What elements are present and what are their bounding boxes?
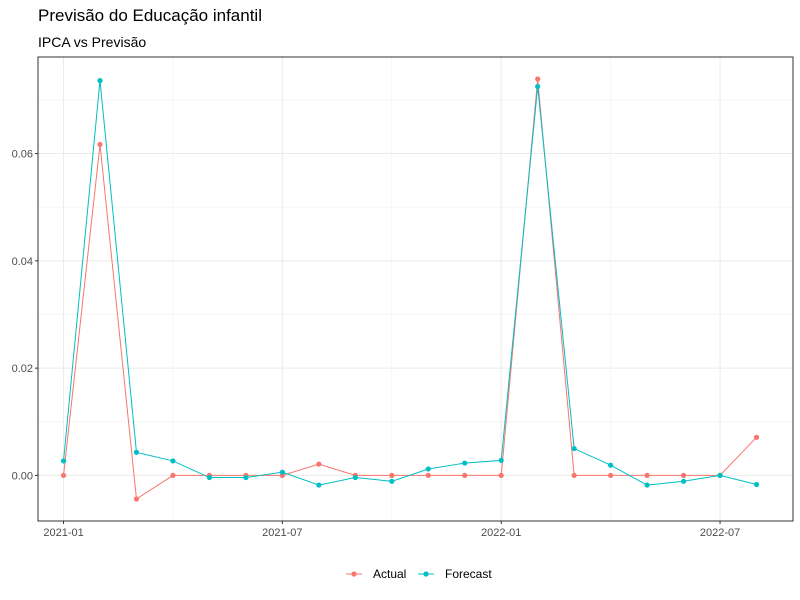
- data-point-forecast: [133, 449, 140, 455]
- data-point-actual: [425, 472, 431, 479]
- legend: Actual Forecast: [346, 567, 492, 581]
- data-point-forecast: [279, 469, 285, 475]
- data-point-forecast: [571, 445, 577, 452]
- legend-key-actual: [346, 571, 362, 577]
- data-point-forecast: [170, 458, 176, 464]
- data-point-forecast: [498, 457, 504, 463]
- data-point-actual: [133, 496, 140, 502]
- data-point-forecast: [97, 78, 103, 84]
- data-point-actual: [644, 472, 650, 479]
- data-point-actual: [170, 472, 176, 479]
- data-point-actual: [389, 472, 395, 479]
- minor-gridlines: [38, 57, 793, 521]
- y-tick-label: 0.00: [12, 470, 33, 482]
- data-point-actual: [680, 472, 687, 479]
- data-point-actual: [462, 472, 468, 479]
- plot-panel-border: [37, 56, 794, 522]
- series-line-forecast: [63, 80, 757, 486]
- series-layer: [60, 76, 760, 502]
- series-line-actual: [63, 78, 757, 500]
- series-forecast: [60, 78, 760, 488]
- data-point-forecast: [535, 83, 541, 90]
- data-point-actual: [753, 434, 760, 440]
- y-tick-label: 0.02: [12, 363, 33, 375]
- x-tick-label: 2021-07: [262, 527, 302, 539]
- data-point-forecast: [644, 482, 650, 488]
- data-point-actual: [97, 141, 103, 148]
- y-tick-label: 0.06: [12, 149, 33, 161]
- chart-title: Previsão do Educação infantil: [38, 6, 262, 25]
- data-point-forecast: [462, 460, 468, 466]
- major-gridlines: [38, 57, 793, 521]
- x-tick-label: 2022-07: [700, 527, 740, 539]
- x-tick-label: 2022-01: [481, 527, 521, 539]
- data-point-forecast: [206, 474, 213, 481]
- data-point-forecast: [425, 466, 431, 472]
- data-point-forecast: [608, 462, 614, 468]
- data-point-actual: [535, 76, 541, 82]
- data-point-forecast: [243, 474, 249, 481]
- axes: 0.00 0.02 0.04 0.06 2021-01 2021-07 2022-01 202…: [12, 149, 741, 539]
- data-point-actual: [60, 472, 67, 479]
- data-point-forecast: [753, 481, 760, 488]
- data-point-forecast: [717, 472, 723, 479]
- data-point-forecast: [352, 474, 358, 481]
- data-point-forecast: [389, 478, 395, 484]
- data-point-actual: [316, 461, 322, 467]
- legend-label-forecast: Forecast: [445, 567, 492, 581]
- legend-label-actual: Actual: [373, 567, 406, 581]
- x-tick-label: 2021-01: [43, 527, 83, 539]
- data-point-forecast: [60, 458, 67, 464]
- data-point-actual: [571, 472, 577, 479]
- y-tick-label: 0.04: [12, 256, 33, 268]
- data-point-actual: [608, 472, 614, 479]
- legend-key-forecast: [418, 571, 434, 577]
- data-point-forecast: [680, 478, 687, 484]
- data-point-actual: [498, 472, 504, 479]
- series-actual: [60, 76, 760, 502]
- data-point-forecast: [316, 482, 322, 488]
- chart-subtitle: IPCA vs Previsão: [38, 34, 147, 50]
